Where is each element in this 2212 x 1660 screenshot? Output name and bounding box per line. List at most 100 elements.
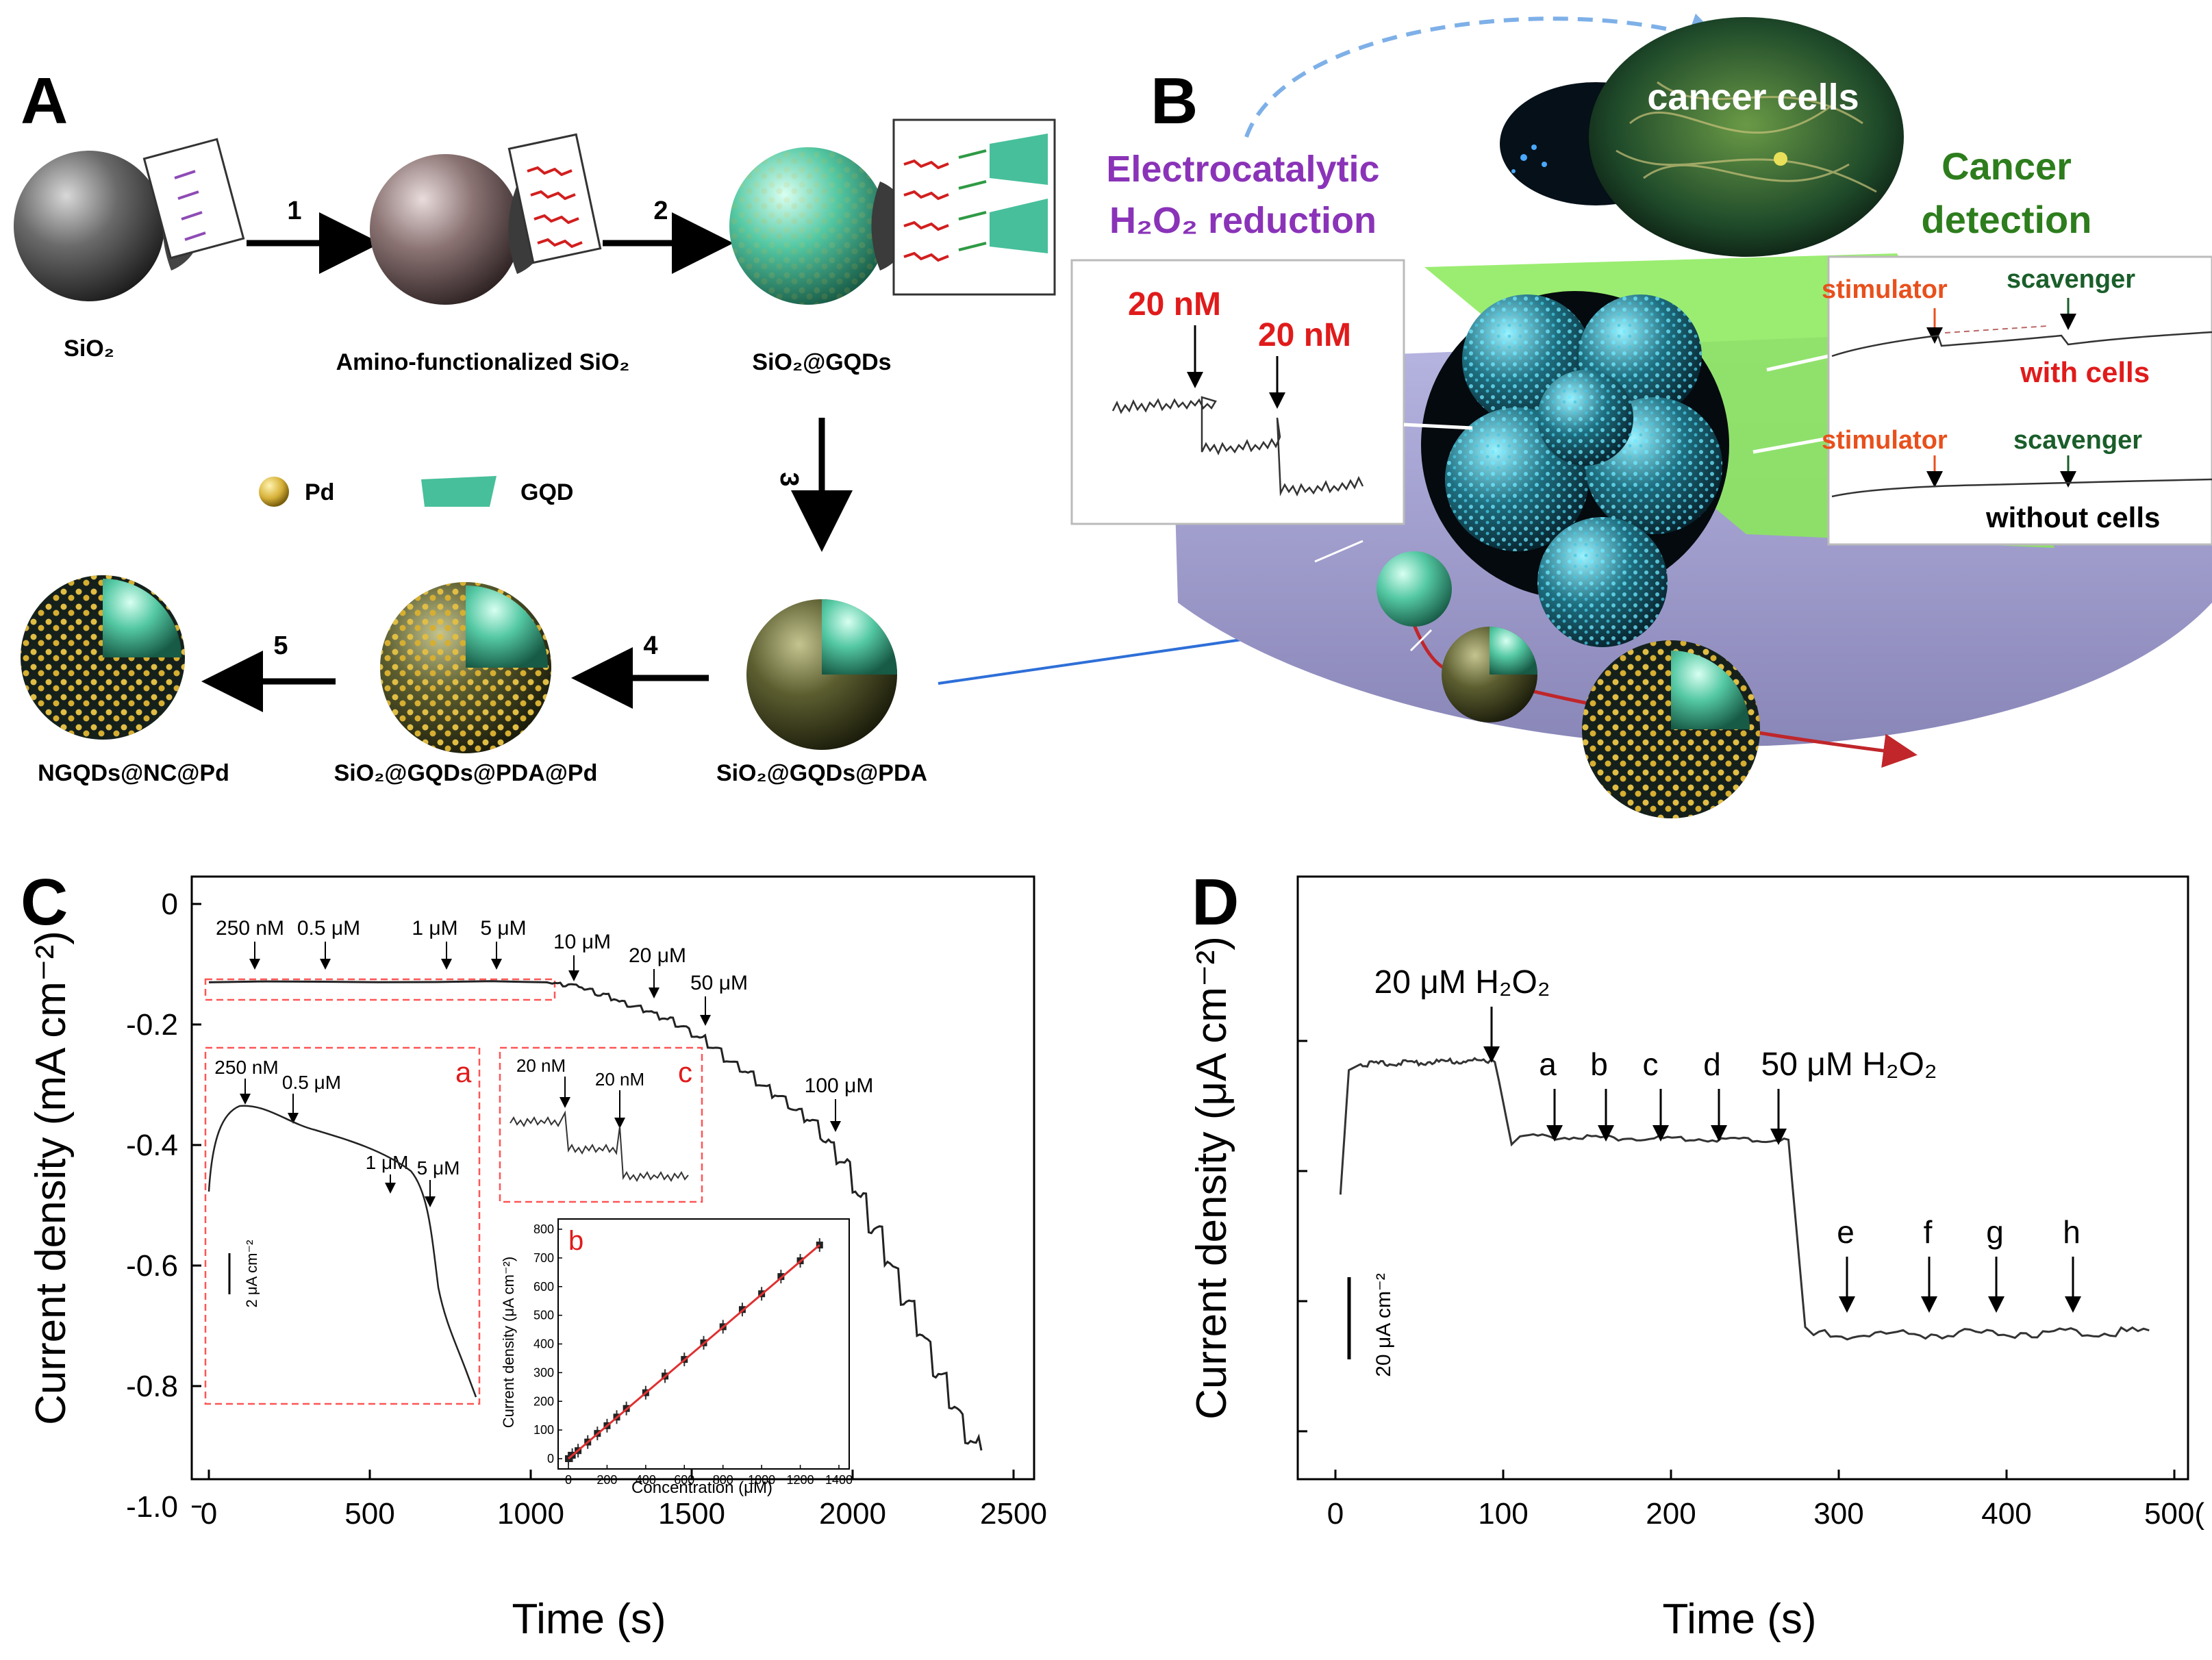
- panel-c-letter: C: [21, 866, 68, 939]
- d-label-e: e: [1837, 1214, 1855, 1250]
- d-arrow-labels-e-h: e f g h: [1837, 1214, 2081, 1250]
- d-arrows-e-h: [1839, 1257, 2081, 1313]
- c-ytick-label: -0.8: [126, 1370, 178, 1403]
- d-label-a: a: [1539, 1046, 1557, 1082]
- d-label-h: h: [2063, 1214, 2081, 1250]
- c-annotation-50um: 50 μM: [690, 972, 748, 994]
- c-annotation-10um: 10 μM: [553, 931, 611, 953]
- b-xtick-label: 400: [636, 1473, 656, 1487]
- pd-legend-icon: [259, 477, 289, 507]
- c-xtick-label: 2000: [819, 1497, 886, 1531]
- chart-c-inset-c: c 20 nM 20 nM: [499, 1046, 703, 1203]
- inset-a-trace: [208, 1105, 477, 1398]
- inset-a-ann-5um: 5 μM: [417, 1157, 460, 1179]
- d-scale-label: 20 μA cm⁻²: [1372, 1273, 1395, 1377]
- blue-nuclei: [1511, 144, 1547, 173]
- ligand-box-2: [507, 133, 602, 264]
- chart-c-ylabel: Current density (mA cm⁻²): [27, 931, 75, 1425]
- b-xtick-label: 800: [713, 1473, 733, 1487]
- trace-without-cells: [1831, 478, 2212, 498]
- c-xtick-label: 2500: [980, 1497, 1047, 1531]
- b-xtick-label: 200: [596, 1473, 617, 1487]
- b-xtick-label: 1200: [787, 1473, 814, 1487]
- cancer-cells-label: cancer cells: [1647, 77, 1859, 118]
- label-gqds: SiO₂@GQDs: [752, 349, 891, 375]
- c-xtick-label: 1000: [497, 1497, 564, 1531]
- chart-d-series-line: [1339, 1057, 2150, 1341]
- chart-d-frame: [1296, 875, 2189, 1481]
- step-1-label: 1: [287, 197, 301, 225]
- label-final: NGQDs@NC@Pd: [38, 760, 229, 786]
- d-xtick-label: 200: [1646, 1497, 1696, 1531]
- b-ytick-label: 100: [533, 1423, 554, 1437]
- b-xtick-label: 1000: [748, 1473, 775, 1487]
- panel-b: B cancer cells Electrocatalytic H₂O₂ red…: [1070, 13, 2212, 818]
- b-ytick-label: 800: [533, 1222, 554, 1236]
- inset-cancer-detection: stimulator scavenger with cells stimulat…: [1822, 255, 2212, 546]
- c-ytick-label: -0.6: [126, 1249, 178, 1283]
- inset-left-label-2: 20 nM: [1258, 317, 1351, 353]
- dashed-curve-arrow: [1244, 13, 1728, 138]
- chart-c-annotations: 250 nM 0.5 μM 1 μM 5 μM 10 μM 20 μM 50 μ…: [216, 917, 873, 1097]
- d-xtick-label: 400: [1981, 1497, 2031, 1531]
- zoom-box-main: [204, 978, 556, 1001]
- chart-c-xlabel: Time (s): [512, 1596, 666, 1643]
- d-arrow-labels-a-d: a b c d: [1539, 1046, 1721, 1082]
- d-label-c: c: [1643, 1046, 1659, 1082]
- green-cell-image: [1589, 17, 1904, 257]
- label-pda-pd: SiO₂@GQDs@PDA@Pd: [334, 760, 598, 786]
- d-xtick-label: 100: [1478, 1497, 1528, 1531]
- sphere-pda: [746, 599, 897, 750]
- without-cells-label: without cells: [1985, 501, 2160, 533]
- d-xtick-label: 300: [1813, 1497, 1863, 1531]
- b-ytick-label: 700: [533, 1251, 554, 1265]
- chart-c-axes: 0 500 1000 1500 2000 25000-0.2-0.4-0.6-0.8-1.…: [126, 888, 1047, 1531]
- b-xtick-label: 1400: [825, 1473, 853, 1487]
- c-ytick-label: -0.2: [126, 1008, 178, 1042]
- d-annotation-50um: 50 μM H₂O₂: [1761, 1046, 1937, 1083]
- d-annotation-20um: 20 μM H₂O₂: [1374, 964, 1550, 1001]
- inset-c-trace: [510, 1110, 689, 1183]
- inset-left-trace: [1111, 396, 1364, 496]
- inset-c-ann-1: 20 nM: [516, 1055, 566, 1076]
- legend-a: Pd GQD: [259, 476, 573, 507]
- cancer-detection-line2: detection: [1922, 198, 2092, 241]
- step-3-label: 3: [775, 472, 803, 486]
- ligand-box-3: [892, 118, 1056, 296]
- inset-b-label: b: [568, 1226, 583, 1256]
- c-xtick-label: 1500: [658, 1497, 725, 1531]
- scavenger-label-1: scavenger: [2007, 265, 2135, 294]
- c-annotation-0p5um: 0.5 μM: [297, 917, 360, 940]
- with-cells-label: with cells: [2020, 356, 2150, 388]
- c-annotation-1um: 1 μM: [412, 917, 457, 940]
- stimulator-label-1: stimulator: [1822, 275, 1948, 304]
- scavenger-label-2: scavenger: [2013, 426, 2142, 455]
- chart-c-inset-b: b 0 200 400 600 800 1000 1200 1400 0 100 200 300 400…: [500, 1218, 853, 1497]
- panel-a: A SiO₂ 1 Amino-funct: [14, 64, 1319, 786]
- c-annotation-20um: 20 μM: [629, 944, 686, 967]
- inset-b-axes: 0 200 400 600 800 1000 1200 1400 0 100 200 300 400 50…: [533, 1222, 853, 1487]
- b-xtick-label: 600: [674, 1473, 694, 1487]
- inset-a-label: a: [455, 1056, 472, 1088]
- panel-a-letter: A: [21, 64, 68, 138]
- d-xtick-label: 0: [1327, 1497, 1344, 1531]
- c-annotation-250nm: 250 nM: [216, 917, 284, 940]
- label-amino: Amino-functionalized SiO₂: [336, 349, 630, 375]
- b-ytick-label: 200: [533, 1394, 554, 1408]
- inset-c-ann-2: 20 nM: [595, 1069, 644, 1090]
- c-ytick-label: 0: [162, 888, 178, 921]
- inset-h2o2-trace: 20 nM 20 nM: [1070, 259, 1405, 525]
- cyan-sphere-cluster: [1445, 294, 1722, 647]
- c-xtick-label: 500: [344, 1497, 394, 1531]
- c-ytick-label: -1.0: [126, 1490, 178, 1524]
- panel-d-letter: D: [1192, 866, 1239, 939]
- chart-d-xlabel: Time (s): [1663, 1596, 1817, 1643]
- d-label-g: g: [1986, 1214, 2004, 1250]
- sphere-gqds: [729, 147, 911, 305]
- chart-d-ylabel: Current density (μA cm⁻²): [1188, 936, 1235, 1420]
- b-xtick-label: 0: [565, 1473, 572, 1487]
- inset-b-xlabel: Concentration (μM): [631, 1479, 772, 1497]
- d-label-f: f: [1924, 1214, 1933, 1250]
- connector-left: [1403, 423, 1473, 430]
